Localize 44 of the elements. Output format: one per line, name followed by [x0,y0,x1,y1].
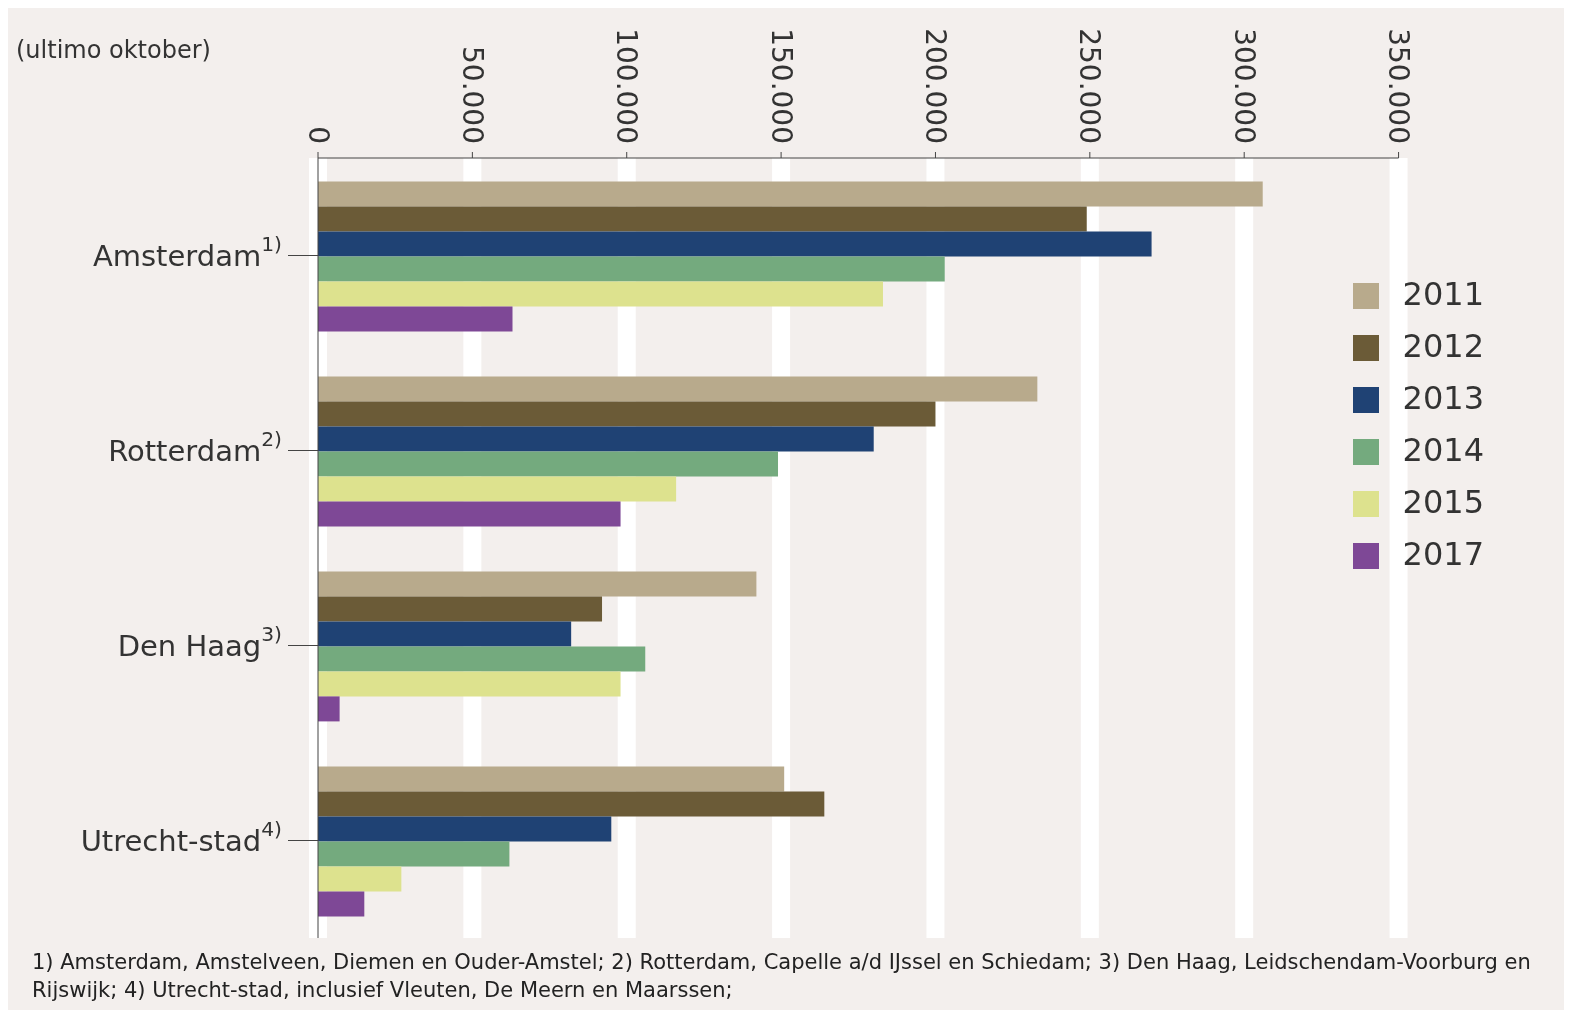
legend-label: 2011 [1402,275,1484,313]
x-tick-label: 350.000 [1382,28,1416,144]
y-tick-label: Den Haag$^{3)}$ [117,621,282,663]
bar [318,646,646,672]
x-tick-label: 100.000 [610,28,644,144]
x-tick-label: 50.000 [455,46,489,144]
x-tick-label: 150.000 [764,28,798,144]
bar [318,426,874,452]
legend-label: 2014 [1402,431,1484,469]
legend-label: 2017 [1402,535,1484,573]
bar [318,696,340,722]
bar [318,791,825,817]
bar [318,476,677,502]
bar [318,501,621,527]
x-tick-label: 200.000 [918,28,952,144]
bar [318,841,510,867]
text: (ultimo oktober) [16,36,211,64]
bar [318,671,621,697]
y-tick-label: Utrecht-stad$^{4)}$ [80,816,282,858]
bar [318,766,785,792]
bar [318,621,572,647]
bar [318,596,603,622]
y-tick-label: Amsterdam$^{1)}$ [92,231,282,273]
x-tick-label: 250.000 [1073,28,1107,144]
y-tick-label: Rotterdam$^{2)}$ [108,426,282,468]
legend-label: 2015 [1402,483,1484,521]
text: 1) Amsterdam, Amstelveen, Diemen en Ouder-Amstel; 2) Rotterdam, Capelle a/d IJssel en Schiedam; 3) Den Haag, Leidschendam-Voorburg en Rijswijk; 4) Utrecht-stad, inclusief Vleuten, De Meern en Maarssen; [32,950,1531,1002]
legend-label: 2013 [1402,379,1484,417]
bar [318,401,936,427]
bar [318,256,945,282]
bar [318,231,1152,257]
x-tick-label: 0 [301,126,335,144]
bar [318,891,365,917]
bar [318,181,1263,207]
bar [318,866,402,892]
bar [318,376,1038,402]
bar [318,816,612,842]
bar [318,306,513,332]
legend-label: 2012 [1402,327,1484,365]
x-tick-label: 300.000 [1227,28,1261,144]
bar [318,281,883,307]
bar [318,451,779,477]
bar [318,571,757,597]
bar [318,206,1087,232]
